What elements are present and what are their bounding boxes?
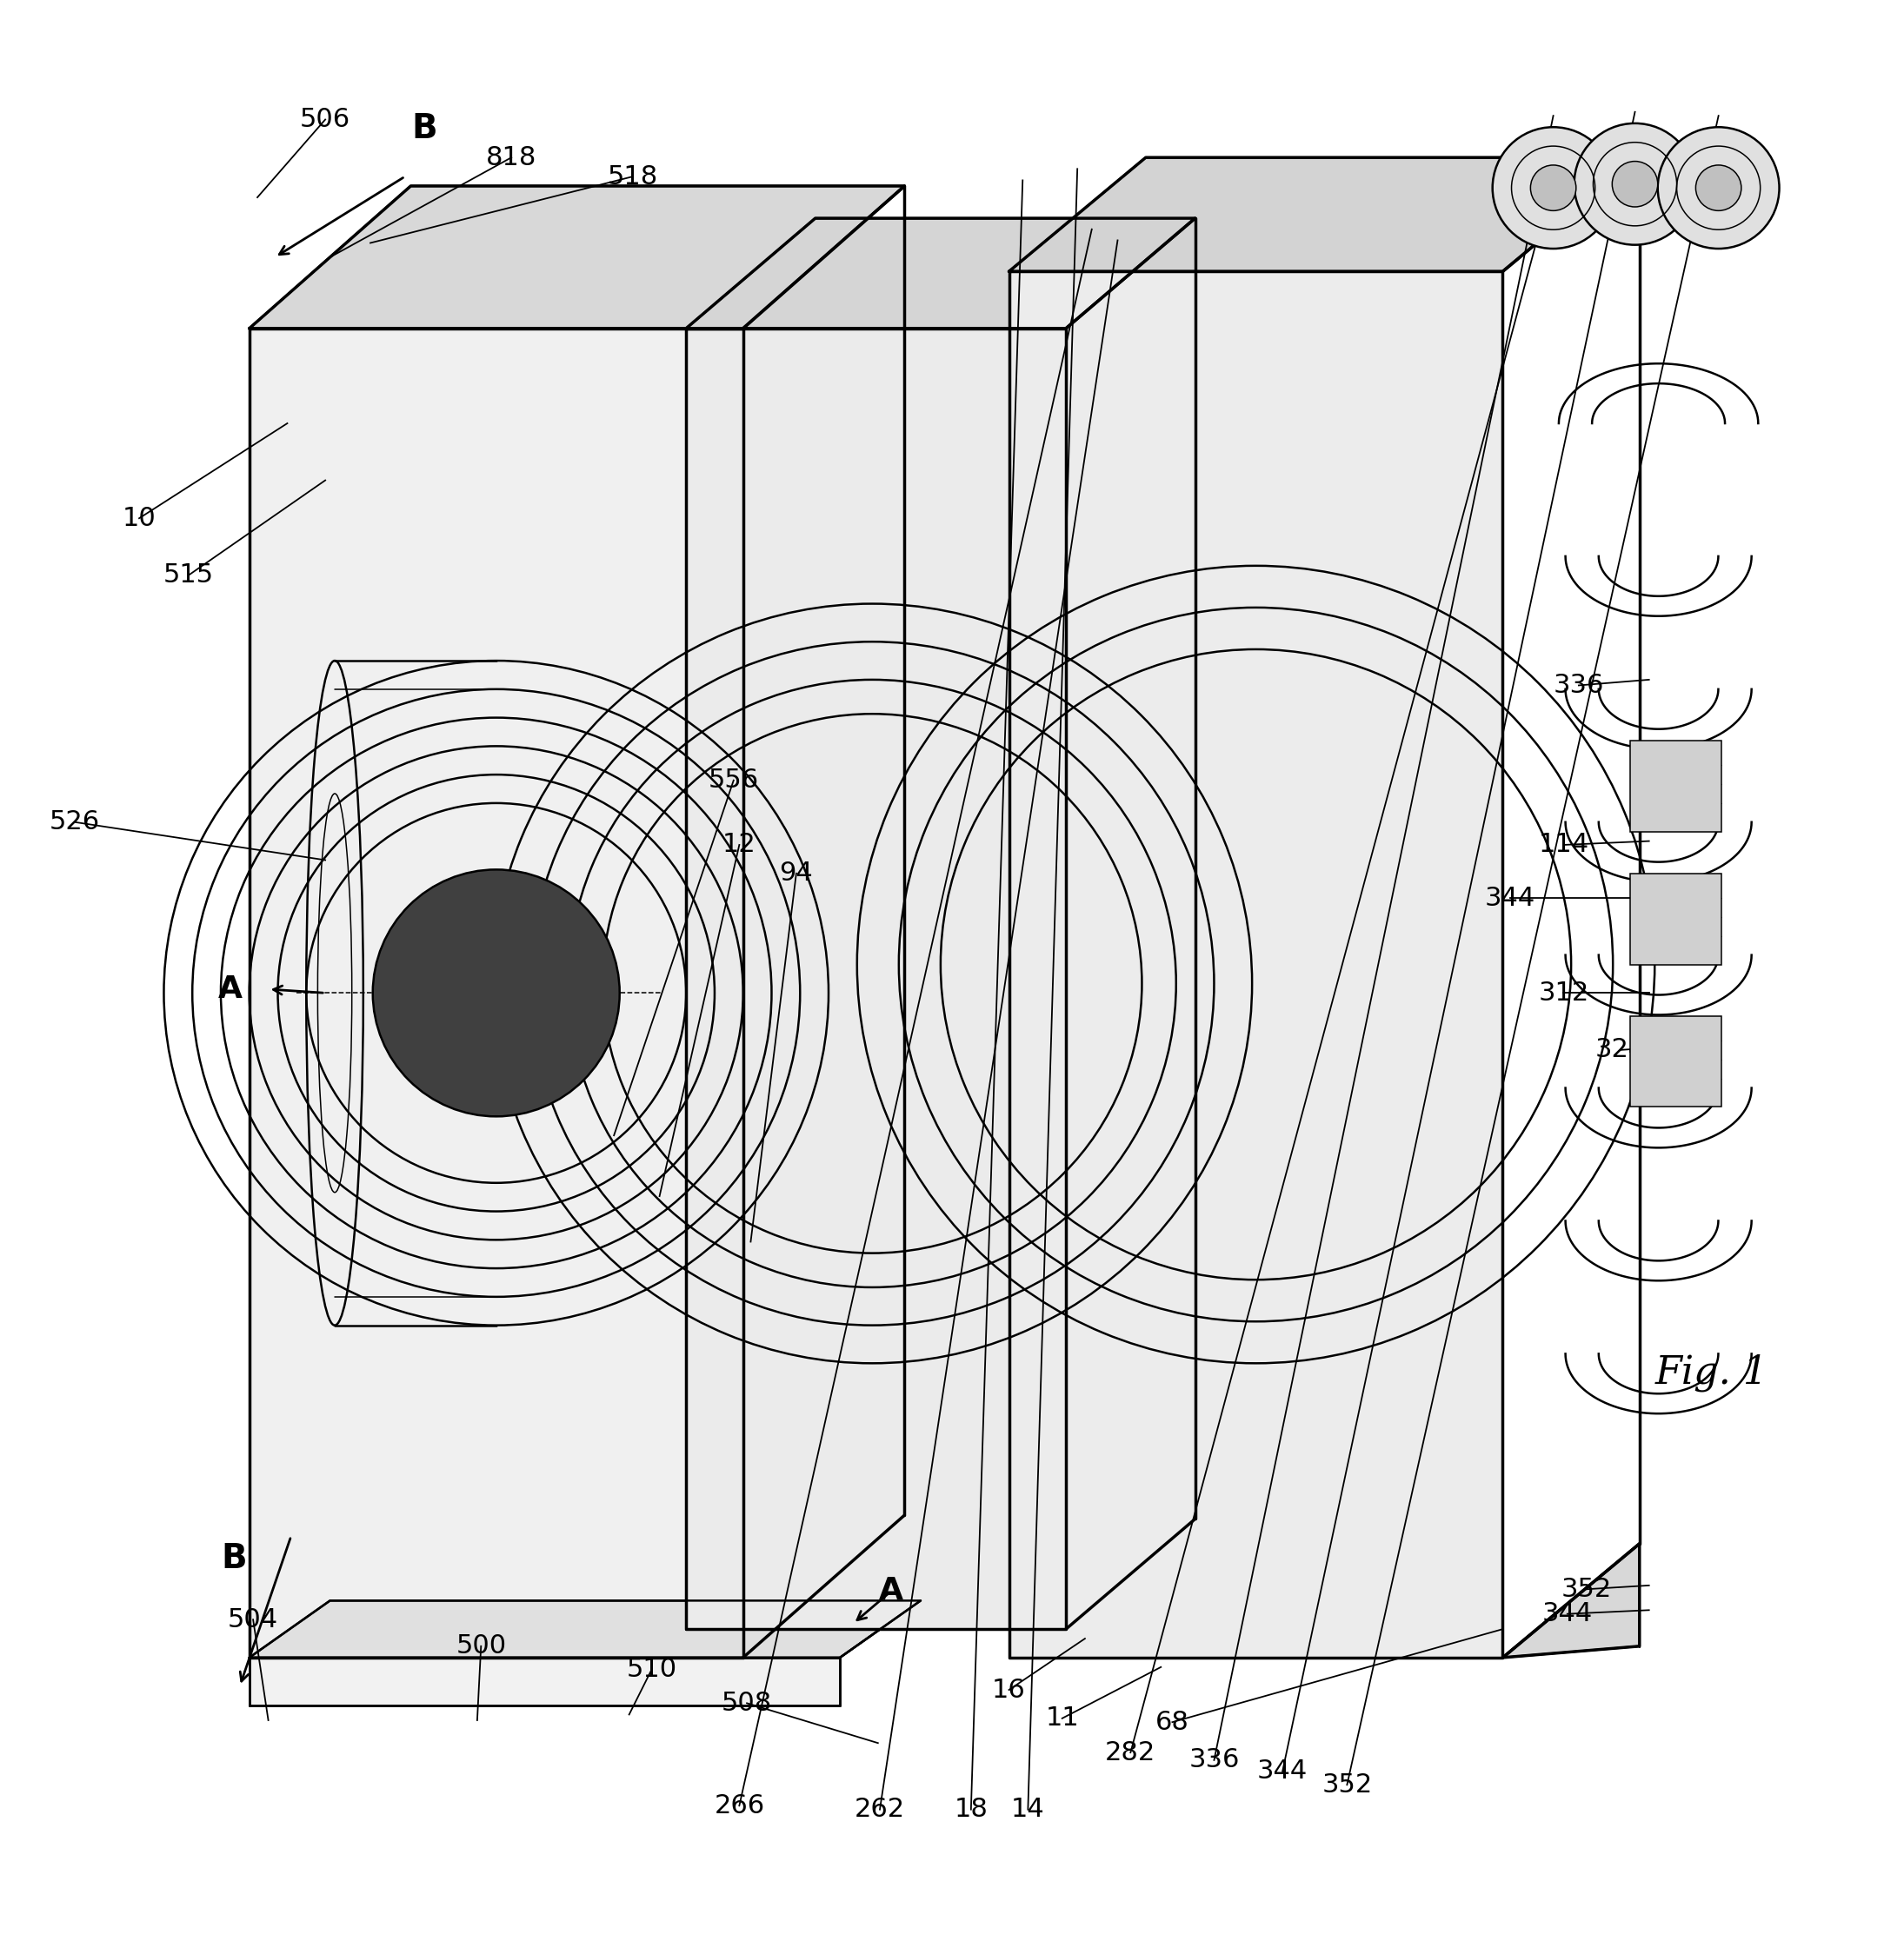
- Text: 518: 518: [607, 164, 659, 189]
- FancyBboxPatch shape: [1630, 1015, 1721, 1106]
- Text: 266: 266: [714, 1792, 765, 1817]
- Text: 16: 16: [992, 1677, 1026, 1703]
- Text: 504: 504: [228, 1607, 278, 1632]
- Text: 818: 818: [486, 144, 537, 169]
- Text: 352: 352: [1561, 1576, 1611, 1601]
- Text: 10: 10: [122, 506, 156, 532]
- Text: 515: 515: [164, 563, 213, 588]
- Polygon shape: [1009, 271, 1502, 1658]
- Text: 114: 114: [1538, 832, 1588, 857]
- Text: 526: 526: [50, 810, 99, 834]
- Text: A: A: [219, 974, 242, 1003]
- Text: 18: 18: [954, 1796, 988, 1821]
- Circle shape: [1575, 123, 1696, 245]
- Text: 312: 312: [1538, 980, 1588, 1005]
- Text: 510: 510: [626, 1656, 678, 1681]
- Text: 11: 11: [1045, 1706, 1080, 1732]
- Text: 68: 68: [1156, 1710, 1190, 1736]
- Text: Fig. 1: Fig. 1: [1655, 1354, 1769, 1391]
- FancyBboxPatch shape: [1630, 740, 1721, 832]
- Polygon shape: [1502, 1543, 1639, 1658]
- Polygon shape: [249, 1658, 840, 1704]
- Polygon shape: [685, 329, 1066, 1629]
- FancyBboxPatch shape: [1630, 873, 1721, 964]
- Circle shape: [1696, 166, 1742, 210]
- Text: 508: 508: [722, 1691, 773, 1716]
- Text: 336: 336: [1554, 672, 1603, 697]
- Polygon shape: [249, 185, 904, 329]
- Text: 324: 324: [1596, 1038, 1645, 1062]
- Text: B: B: [411, 113, 436, 146]
- Circle shape: [1613, 162, 1658, 206]
- Text: 12: 12: [722, 832, 756, 857]
- Polygon shape: [249, 1601, 922, 1658]
- Text: 556: 556: [708, 768, 760, 793]
- Text: 506: 506: [301, 107, 350, 132]
- Text: 14: 14: [1011, 1796, 1045, 1821]
- Text: A: A: [880, 1576, 902, 1605]
- Polygon shape: [1009, 158, 1639, 271]
- Text: 262: 262: [855, 1796, 904, 1821]
- Text: 94: 94: [779, 861, 813, 886]
- Text: 336: 336: [1188, 1747, 1240, 1773]
- Text: 344: 344: [1257, 1759, 1308, 1784]
- Circle shape: [1658, 127, 1778, 249]
- Text: 344: 344: [1542, 1601, 1592, 1627]
- Text: 282: 282: [1104, 1740, 1156, 1765]
- Circle shape: [1531, 166, 1577, 210]
- Circle shape: [373, 869, 619, 1116]
- Text: B: B: [221, 1543, 248, 1576]
- Circle shape: [1493, 127, 1615, 249]
- Text: 344: 344: [1485, 886, 1537, 910]
- Text: 352: 352: [1321, 1773, 1373, 1798]
- Polygon shape: [249, 329, 743, 1658]
- Polygon shape: [685, 218, 1196, 329]
- Text: 500: 500: [455, 1634, 506, 1660]
